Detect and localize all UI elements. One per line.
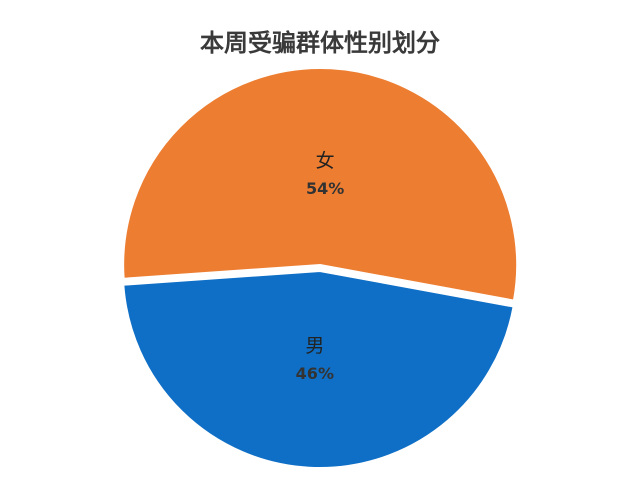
- category-label: 男: [305, 335, 324, 357]
- chart-title: 本周受骗群体性别划分: [200, 29, 440, 57]
- pie-slice: [122, 269, 515, 469]
- category-label: 女: [316, 150, 335, 172]
- pie-slice: [122, 67, 519, 302]
- data-label: 54%: [306, 179, 344, 198]
- data-label: 46%: [296, 364, 334, 383]
